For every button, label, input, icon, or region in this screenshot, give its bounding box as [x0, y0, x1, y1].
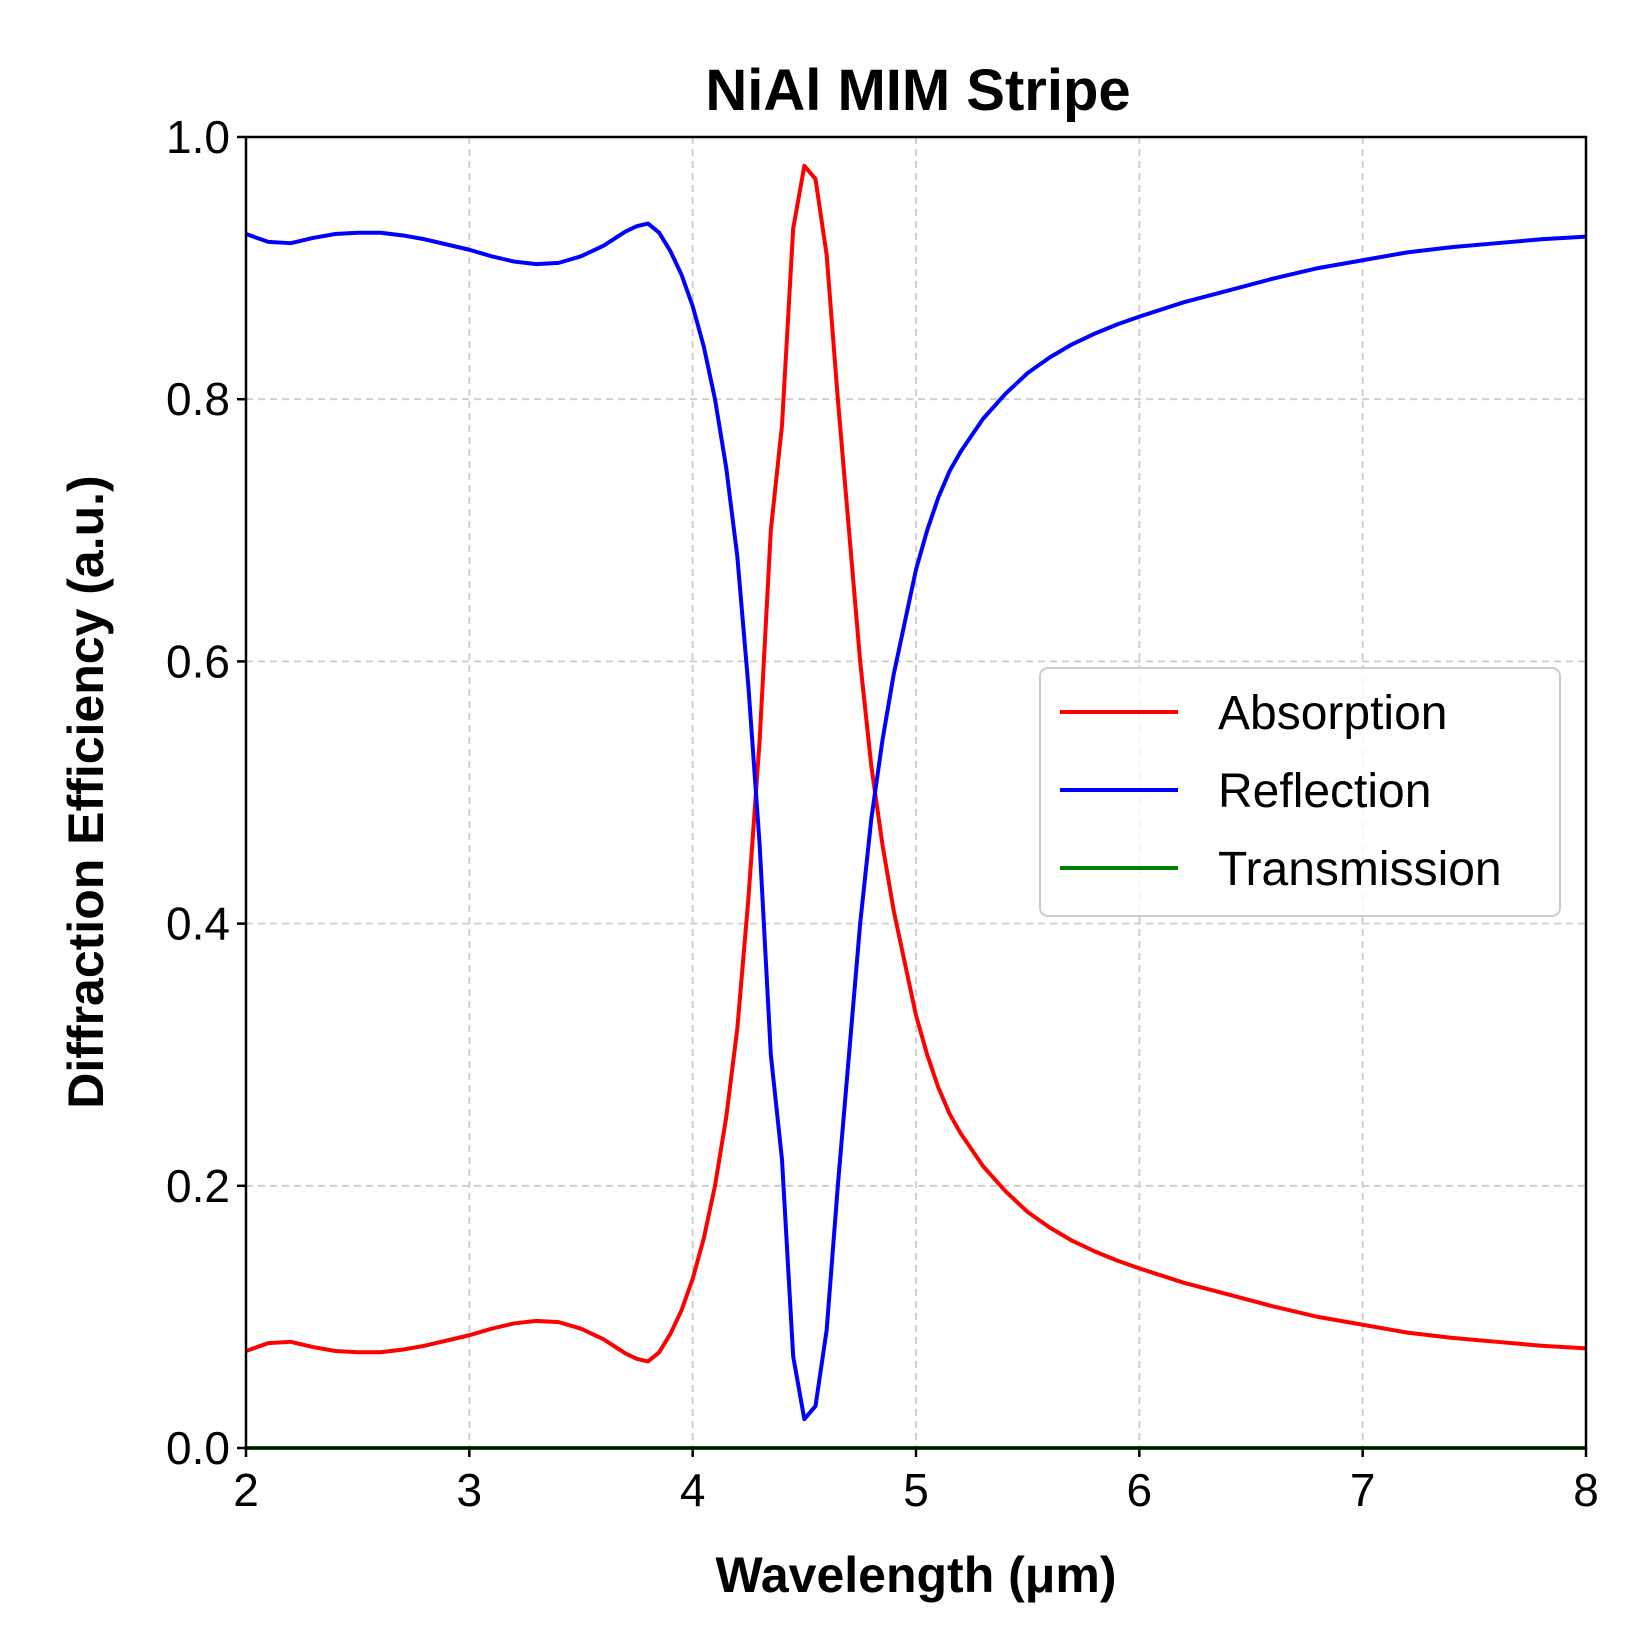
- series-line-reflection: [245, 221, 1587, 1422]
- y-tick-label: 0.2: [166, 1160, 230, 1212]
- x-tick-label: 7: [1350, 1464, 1376, 1516]
- y-tick-label: 0.8: [166, 373, 230, 425]
- legend-label-reflection: Reflection: [1218, 765, 1431, 818]
- y-axis-ticks: 0.0 0.2 0.4 0.6 0.8 1.0: [166, 111, 246, 1474]
- chart-title: NiAl MIM Stripe: [705, 58, 1130, 123]
- legend-box: [1039, 667, 1561, 917]
- y-tick-label: 0.6: [166, 635, 230, 687]
- x-axis-label: Wavelength (μm): [716, 1547, 1117, 1603]
- legend-label-absorption: Absorption: [1218, 687, 1447, 740]
- x-tick-label: 8: [1573, 1464, 1599, 1516]
- x-tick-label: 3: [457, 1464, 483, 1516]
- x-tick-label: 5: [903, 1464, 929, 1516]
- x-tick-label: 4: [680, 1464, 706, 1516]
- y-tick-label: 0.4: [166, 898, 230, 950]
- y-tick-label: 0.0: [166, 1422, 230, 1474]
- x-axis-ticks: 2 3 4 5 6 7 8: [233, 1448, 1599, 1516]
- x-tick-label: 6: [1127, 1464, 1153, 1516]
- legend-label-transmission: Transmission: [1218, 843, 1502, 896]
- grid: [246, 137, 1586, 1448]
- y-tick-label: 1.0: [166, 111, 230, 163]
- legend: Absorption Reflection Transmission: [1039, 667, 1561, 917]
- series-line-absorption: [245, 163, 1587, 1364]
- x-tick-label: 2: [233, 1464, 259, 1516]
- y-axis-label: Diffraction Efficiency (a.u.): [58, 475, 114, 1108]
